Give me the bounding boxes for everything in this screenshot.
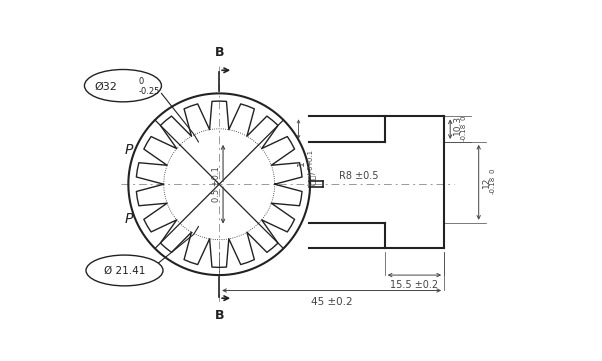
Text: 45 ±0.2: 45 ±0.2 (311, 297, 352, 306)
Ellipse shape (86, 255, 163, 286)
Text: (両処): (両処) (307, 170, 316, 186)
Text: P: P (125, 212, 133, 226)
Text: 10.3: 10.3 (453, 115, 462, 135)
Text: 0.5 ±0.1: 0.5 ±0.1 (213, 166, 222, 202)
Text: 15.5 ±0.2: 15.5 ±0.2 (390, 280, 438, 290)
Text: B: B (214, 309, 224, 322)
Text: +0.1: +0.1 (308, 149, 314, 166)
Text: 0: 0 (308, 166, 314, 170)
Text: 0: 0 (138, 77, 144, 86)
Text: 1: 1 (297, 160, 306, 166)
Text: -0.18: -0.18 (489, 176, 495, 194)
Text: 12: 12 (482, 176, 491, 188)
Text: -0.18: -0.18 (461, 123, 467, 141)
Text: 0: 0 (461, 116, 467, 120)
Text: 0: 0 (489, 169, 495, 173)
Text: Ø 21.41: Ø 21.41 (104, 266, 145, 276)
Text: B: B (214, 47, 224, 60)
Text: -0.25: -0.25 (138, 87, 160, 96)
Text: R8 ±0.5: R8 ±0.5 (338, 171, 378, 181)
Text: P: P (125, 143, 133, 157)
Text: Ø32: Ø32 (95, 82, 117, 92)
Ellipse shape (84, 70, 161, 102)
